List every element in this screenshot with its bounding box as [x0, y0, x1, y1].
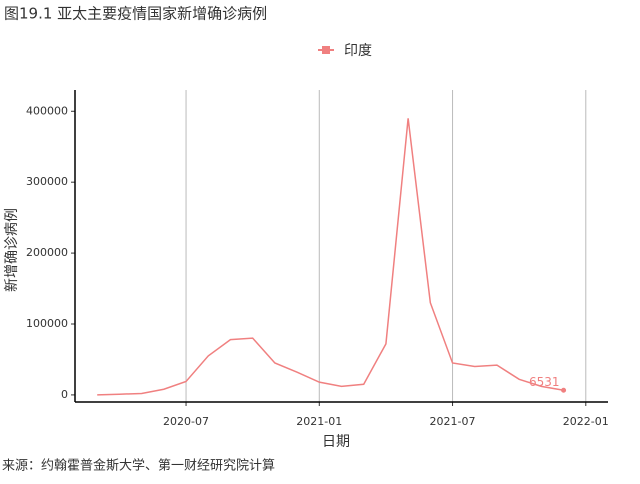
- y-axis-label: 新增确诊病例: [4, 208, 20, 292]
- data-line: [97, 118, 564, 396]
- x-tick-label: 2022-01: [563, 415, 609, 428]
- end-point: [561, 387, 567, 393]
- y-tick-label: 200000: [26, 246, 68, 259]
- x-tick-label: 2020-07: [163, 415, 209, 428]
- source-note: 来源：约翰霍普金斯大学、第一财经研究院计算: [2, 458, 275, 474]
- x-tick-label: 2021-07: [430, 415, 476, 428]
- y-tick-label: 300000: [26, 175, 68, 188]
- x-tick-label: 2021-01: [296, 415, 342, 428]
- y-tick-label: 400000: [26, 104, 68, 117]
- legend-key: [322, 46, 330, 54]
- y-tick-label: 0: [61, 388, 68, 401]
- y-tick-label: 100000: [26, 317, 68, 330]
- x-axis-label: 日期: [322, 434, 350, 450]
- chart-title: 图19.1 亚太主要疫情国家新增确诊病例: [4, 5, 267, 23]
- end-label: 6531: [529, 375, 560, 389]
- legend-label: 印度: [344, 43, 372, 59]
